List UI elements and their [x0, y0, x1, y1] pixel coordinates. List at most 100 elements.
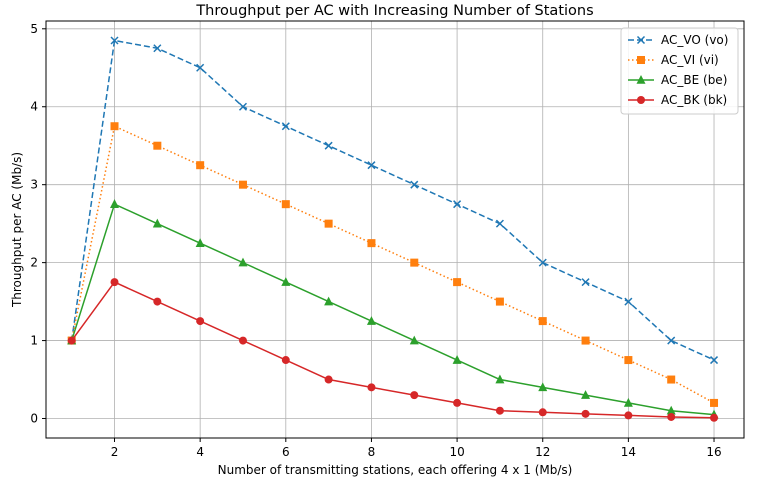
series-line	[70, 125, 715, 404]
data-point	[495, 374, 505, 384]
plot-area-frame	[45, 20, 745, 439]
legend-label: AC_BK (bk)	[661, 93, 727, 107]
data-point	[324, 375, 333, 384]
data-point	[453, 200, 462, 209]
legend-marker	[637, 96, 645, 104]
legend: AC_VO (vo) AC_VI (vi) AC_BE (be) AC_BK (bk)	[620, 27, 739, 115]
data-point	[581, 390, 591, 399]
chart-title: Throughput per AC with Increasing Number…	[195, 3, 593, 19]
legend-label: AC_VI (vi)	[661, 53, 719, 67]
data-point	[367, 161, 376, 170]
data-point	[538, 408, 547, 417]
series-0	[67, 36, 719, 365]
data-point	[238, 102, 248, 111]
data-point	[153, 297, 162, 306]
data-point	[581, 278, 590, 287]
series-line	[70, 39, 715, 361]
series-group	[67, 36, 719, 422]
data-point	[710, 413, 719, 422]
data-point	[110, 278, 119, 287]
series-line	[70, 203, 715, 416]
data-point	[196, 161, 205, 170]
data-point	[624, 411, 633, 420]
data-point	[324, 219, 333, 228]
data-point	[110, 36, 119, 45]
legend-entry: AC_VO (vo)	[628, 33, 728, 47]
data-point	[538, 258, 547, 267]
data-point	[667, 375, 676, 384]
data-point	[67, 336, 76, 345]
data-point	[409, 335, 419, 345]
data-point	[281, 356, 290, 365]
data-point	[238, 180, 247, 189]
data-point	[495, 297, 504, 306]
data-point	[152, 218, 162, 228]
data-point	[195, 238, 205, 247]
data-point	[367, 239, 376, 248]
data-point	[367, 383, 376, 392]
x-tick-label: 16	[706, 445, 721, 459]
data-point	[495, 219, 504, 228]
data-point	[710, 398, 719, 407]
data-point	[667, 412, 676, 421]
y-tick-label: 4	[30, 100, 38, 114]
legend-marker	[637, 56, 645, 64]
data-point	[281, 277, 291, 286]
data-point	[238, 336, 247, 345]
x-tick-label: 4	[196, 445, 204, 459]
y-axis-label: Throughput per AC (Mb/s)	[10, 152, 24, 308]
x-tick-label: 12	[535, 445, 550, 459]
x-tick-label: 8	[368, 445, 376, 459]
data-point	[452, 355, 462, 364]
x-tick-label: 2	[111, 445, 119, 459]
data-point	[196, 63, 205, 72]
data-point	[624, 356, 633, 365]
data-point	[410, 180, 419, 189]
data-point	[453, 398, 462, 407]
data-point	[581, 409, 590, 418]
data-point	[624, 297, 633, 306]
data-point	[410, 391, 419, 400]
data-point	[623, 397, 633, 407]
data-point	[581, 336, 590, 345]
data-point	[410, 258, 419, 267]
legend-label: AC_VO (vo)	[661, 33, 728, 47]
data-point	[238, 257, 248, 267]
data-point	[538, 317, 547, 326]
data-point	[110, 122, 119, 131]
data-point	[709, 356, 719, 365]
y-tick-label: 0	[30, 412, 38, 426]
legend-marker	[636, 35, 646, 45]
data-point	[110, 199, 120, 208]
x-axis-label: Number of transmitting stations, each of…	[218, 463, 573, 477]
data-point	[153, 141, 162, 150]
legend-entry: AC_VI (vi)	[628, 53, 719, 67]
legend-label: AC_BE (be)	[661, 73, 727, 87]
x-tick-label: 14	[621, 445, 636, 459]
legend-marker	[636, 75, 646, 84]
series-2	[67, 199, 719, 419]
data-point	[324, 296, 334, 306]
data-point	[666, 405, 676, 415]
legend-entry: AC_BK (bk)	[628, 93, 727, 107]
y-tick-label: 1	[30, 334, 38, 348]
data-point	[453, 278, 462, 287]
series-line	[71, 281, 715, 419]
series-3	[67, 278, 719, 422]
data-point	[153, 44, 162, 53]
data-point	[366, 316, 376, 325]
data-point	[281, 122, 290, 131]
data-point	[281, 200, 290, 209]
data-point	[538, 382, 548, 392]
y-tick-label: 5	[30, 22, 38, 36]
x-tick-label: 10	[449, 445, 464, 459]
data-point	[196, 317, 205, 326]
data-point	[324, 141, 333, 150]
legend-entry: AC_BE (be)	[628, 73, 727, 87]
y-tick-label: 2	[30, 256, 38, 270]
series-1	[67, 122, 719, 407]
legend-box	[620, 27, 739, 115]
y-tick-label: 3	[30, 178, 38, 192]
